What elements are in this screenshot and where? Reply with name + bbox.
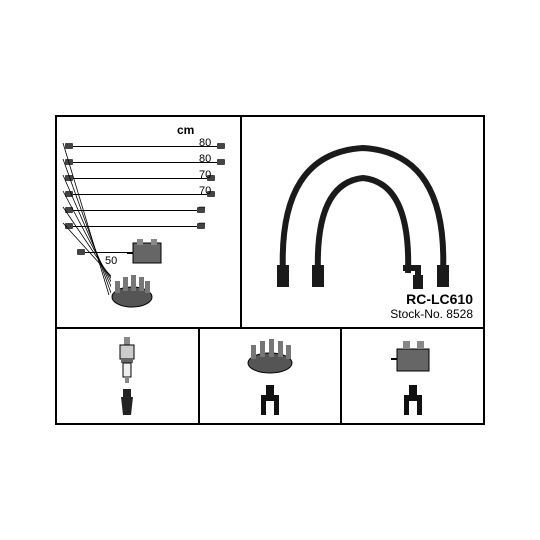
wire-length: 80: [199, 153, 223, 165]
distributor-cap-icon: [243, 337, 297, 377]
lead-lines-icon: [61, 137, 111, 317]
distributor-cap-icon: [107, 269, 157, 311]
wire-length: –: [199, 201, 223, 213]
spark-plug-cell: [57, 329, 200, 425]
ignition-coil-icon: [127, 235, 167, 269]
unit-header: cm: [177, 123, 194, 137]
wire-length: 80: [199, 137, 223, 149]
coil-terminal-icon: [400, 385, 426, 417]
spark-plug-icon: [114, 335, 140, 385]
stock-number: Stock-No. 8528: [390, 307, 473, 321]
distributor-cell: [200, 329, 343, 425]
diagram-sheet: cm 80 80 70: [55, 115, 485, 425]
cable-photo-panel: RC-LC610 Stock-No. 8528: [242, 117, 483, 327]
wire-length: 70: [199, 169, 223, 181]
model-number: RC-LC610: [390, 291, 473, 307]
top-row: cm 80 80 70: [57, 117, 483, 327]
cap-terminal-icon: [257, 385, 283, 417]
ignition-cables-icon: [243, 123, 483, 293]
connector-types-row: [57, 327, 483, 425]
plug-boot-icon: [117, 389, 137, 419]
wire-length: –: [199, 217, 223, 229]
coil-cell: [342, 329, 483, 425]
wire-lengths-panel: cm 80 80 70: [57, 117, 242, 327]
wire-length: 70: [199, 185, 223, 197]
ignition-coil-icon: [389, 337, 437, 377]
product-label: RC-LC610 Stock-No. 8528: [390, 291, 473, 321]
